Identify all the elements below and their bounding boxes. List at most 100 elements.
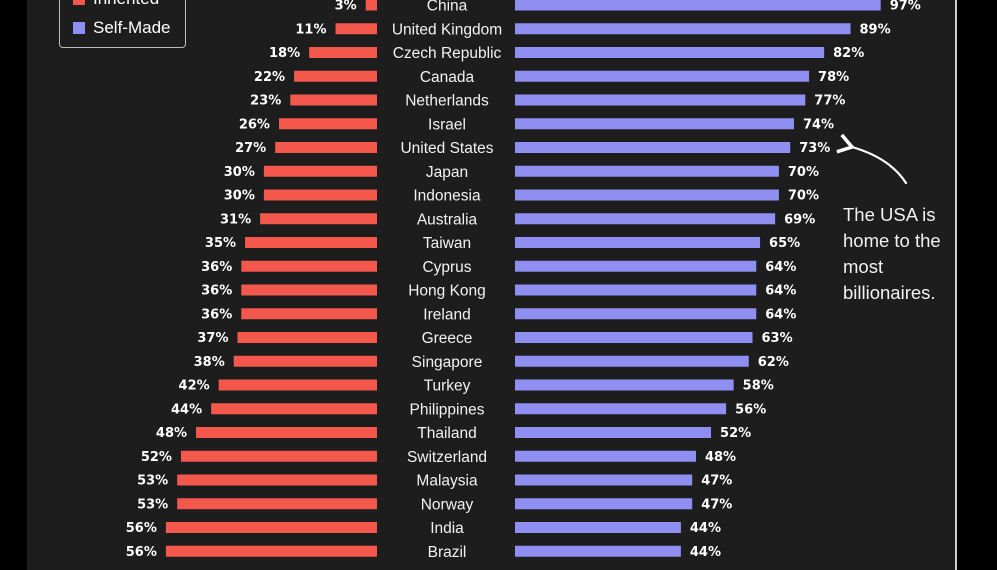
data-label-selfmade: 77% bbox=[814, 94, 845, 109]
bar-selfmade bbox=[515, 308, 757, 320]
category-label: Czech Republic bbox=[393, 45, 502, 62]
data-label-selfmade: 69% bbox=[784, 212, 815, 227]
bar-inherited bbox=[294, 70, 377, 82]
legend-label-inherited: Inherited bbox=[93, 0, 159, 9]
category-label: Indonesia bbox=[413, 188, 481, 205]
data-label-selfmade: 52% bbox=[720, 426, 751, 441]
category-label: Ireland bbox=[423, 306, 470, 323]
data-label-inherited: 53% bbox=[137, 497, 168, 512]
bar-selfmade bbox=[515, 498, 693, 510]
bar-selfmade bbox=[515, 450, 696, 462]
data-label-selfmade: 47% bbox=[701, 474, 732, 489]
bar-selfmade bbox=[515, 23, 851, 35]
data-label-inherited: 53% bbox=[137, 474, 168, 489]
annotation-text: The USA is home to the most billionaires… bbox=[843, 204, 941, 303]
bar-selfmade bbox=[515, 94, 806, 106]
data-label-selfmade: 48% bbox=[705, 450, 736, 465]
bar-inherited bbox=[237, 332, 377, 343]
category-label: China bbox=[427, 0, 468, 15]
data-label-selfmade: 73% bbox=[799, 141, 830, 156]
bar-inherited bbox=[245, 237, 377, 248]
data-label-selfmade: 58% bbox=[743, 379, 774, 394]
category-label: Malaysia bbox=[416, 473, 478, 490]
data-label-inherited: 30% bbox=[224, 165, 255, 180]
category-label: Canada bbox=[420, 69, 475, 86]
data-label-selfmade: 65% bbox=[769, 236, 800, 251]
bar-selfmade bbox=[515, 70, 810, 82]
data-label-inherited: 52% bbox=[141, 450, 172, 465]
bar-selfmade bbox=[515, 237, 761, 248]
data-label-inherited: 23% bbox=[250, 94, 281, 109]
arrow-icon bbox=[836, 133, 908, 185]
data-label-inherited: 30% bbox=[224, 189, 255, 204]
data-label-inherited: 44% bbox=[171, 402, 202, 417]
bar-selfmade bbox=[515, 545, 681, 557]
data-label-selfmade: 74% bbox=[803, 117, 834, 132]
bar-selfmade bbox=[515, 522, 681, 533]
data-label-selfmade: 64% bbox=[765, 260, 796, 275]
bar-selfmade bbox=[515, 0, 881, 11]
data-label-inherited: 18% bbox=[269, 46, 300, 61]
bar-inherited bbox=[177, 474, 377, 486]
data-label-selfmade: 82% bbox=[833, 46, 864, 61]
category-label: Israel bbox=[428, 116, 466, 133]
category-label: Netherlands bbox=[405, 93, 489, 110]
data-label-inherited: 31% bbox=[220, 212, 251, 227]
data-label-inherited: 38% bbox=[194, 355, 225, 370]
data-label-inherited: 36% bbox=[201, 284, 232, 299]
bar-inherited bbox=[309, 47, 377, 58]
bar-inherited bbox=[278, 118, 377, 130]
bar-inherited bbox=[335, 23, 377, 35]
bar-inherited bbox=[177, 498, 377, 510]
data-label-selfmade: 64% bbox=[765, 284, 796, 299]
bar-inherited bbox=[241, 308, 377, 320]
data-label-selfmade: 47% bbox=[701, 497, 732, 512]
category-label: India bbox=[430, 520, 464, 537]
bar-selfmade bbox=[515, 403, 727, 415]
data-label-selfmade: 62% bbox=[758, 355, 789, 370]
data-label-selfmade: 44% bbox=[690, 545, 721, 560]
data-label-selfmade: 70% bbox=[788, 165, 819, 180]
data-label-selfmade: 97% bbox=[890, 0, 921, 14]
bar-inherited bbox=[233, 355, 377, 367]
category-label: Brazil bbox=[428, 544, 467, 561]
bar-selfmade bbox=[515, 118, 794, 130]
data-label-inherited: 27% bbox=[235, 141, 266, 156]
category-label: Hong Kong bbox=[408, 283, 486, 300]
bar-inherited bbox=[263, 165, 377, 177]
bar-selfmade bbox=[515, 189, 779, 201]
selfmade-swatch bbox=[73, 22, 85, 34]
data-label-selfmade: 70% bbox=[788, 189, 819, 204]
data-label-inherited: 26% bbox=[239, 117, 270, 132]
bar-inherited bbox=[165, 545, 377, 557]
data-label-inherited: 3% bbox=[335, 0, 357, 14]
bar-selfmade bbox=[515, 284, 757, 296]
bar-selfmade bbox=[515, 260, 757, 272]
data-label-inherited: 37% bbox=[197, 331, 228, 346]
legend-item-selfmade: Self-Made bbox=[73, 18, 170, 38]
bar-selfmade bbox=[515, 379, 734, 391]
data-label-inherited: 36% bbox=[201, 307, 232, 322]
inherited-swatch bbox=[73, 0, 85, 5]
category-label: Norway bbox=[421, 496, 474, 513]
bar-inherited bbox=[211, 403, 377, 415]
bar-inherited bbox=[241, 260, 377, 272]
bar-inherited bbox=[290, 94, 377, 106]
data-label-inherited: 22% bbox=[254, 70, 285, 85]
category-label: Cyprus bbox=[422, 259, 471, 276]
category-label: United Kingdom bbox=[392, 21, 502, 38]
category-label: Switzerland bbox=[407, 449, 487, 466]
legend-label-selfmade: Self-Made bbox=[93, 18, 171, 37]
category-label: United States bbox=[400, 140, 493, 157]
bar-inherited bbox=[275, 142, 377, 153]
data-label-inherited: 35% bbox=[205, 236, 236, 251]
category-label: Thailand bbox=[417, 425, 476, 442]
data-label-inherited: 56% bbox=[126, 521, 157, 536]
data-label-selfmade: 78% bbox=[818, 70, 849, 85]
bar-inherited bbox=[241, 284, 377, 296]
bar-selfmade bbox=[515, 213, 776, 225]
data-label-inherited: 36% bbox=[201, 260, 232, 275]
data-label-selfmade: 89% bbox=[860, 22, 891, 37]
bar-inherited bbox=[260, 213, 377, 225]
bar-selfmade bbox=[515, 47, 825, 58]
